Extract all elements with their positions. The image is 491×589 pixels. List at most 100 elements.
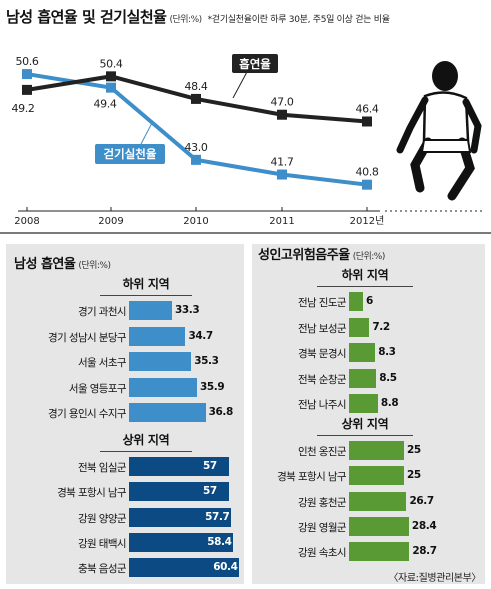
bar xyxy=(129,352,192,371)
bar-category-label: 경기 과천시 xyxy=(77,306,127,318)
bar-category-label: 강원 양양군 xyxy=(77,512,127,525)
bar-value-label: 57.7 xyxy=(205,510,230,523)
smoking-label-leader xyxy=(232,69,249,99)
bar-value-label: 6 xyxy=(366,295,373,307)
line-chart: 2008 2009 2010 2011 2012년 50.6 49.4 43.0 41.7 40.… xyxy=(12,54,485,227)
bar xyxy=(349,368,377,388)
group-header: 하위 지역 xyxy=(122,277,170,291)
smoking-point xyxy=(277,109,287,120)
alcohol-panel-title-text: 성인고위험음주율 xyxy=(258,248,350,263)
alcohol-panel-title: 성인고위험음주율 (단위:%) xyxy=(258,244,385,263)
walking-point xyxy=(191,154,201,165)
group-header-underline xyxy=(100,451,192,452)
bar-category-label: 강원 홍천군 xyxy=(297,496,347,509)
runner-illustration xyxy=(396,61,482,201)
smoking-panel-unit: (단위:%) xyxy=(78,261,111,271)
smoking-series-name: 흡연율 xyxy=(239,57,271,71)
x-tick-label: 2012년 xyxy=(350,215,385,227)
bar-value-label: 8.8 xyxy=(380,397,399,409)
bar-category-label: 전남 보성군 xyxy=(297,322,347,335)
data-label: 47.0 xyxy=(271,96,294,109)
x-tick-label: 2010 xyxy=(183,216,208,227)
data-label: 46.4 xyxy=(356,102,379,115)
bar xyxy=(349,441,404,460)
data-label: 49.2 xyxy=(12,102,35,115)
title-text: 남성 흡연율 및 걷기실천율 xyxy=(6,8,167,26)
bar xyxy=(349,542,410,562)
bar-value-label: 25 xyxy=(407,469,421,482)
bar xyxy=(129,301,172,320)
bar xyxy=(129,482,229,502)
data-label: 43.0 xyxy=(185,141,208,154)
bar xyxy=(129,377,197,397)
group-header-underline xyxy=(317,286,413,287)
group-header: 하위 지역 xyxy=(341,268,389,282)
bar-category-label: 경기 성남시 분당구 xyxy=(48,331,127,344)
bar xyxy=(349,317,370,337)
bar xyxy=(349,343,376,362)
bar-category-label: 인천 옹진군 xyxy=(297,446,347,458)
group-header: 상위 지역 xyxy=(122,433,170,447)
bar-category-label: 강원 태백시 xyxy=(77,537,127,550)
walking-point xyxy=(362,179,372,190)
bar-category-label: 서울 서초구 xyxy=(77,357,127,369)
group-header-underline xyxy=(317,435,413,436)
walking-series-badge xyxy=(95,144,165,164)
bar-category-label: 전북 순창군 xyxy=(297,373,347,386)
data-label: 50.4 xyxy=(100,57,123,70)
bar-category-label: 경북 문경시 xyxy=(297,348,347,360)
bar xyxy=(129,326,186,346)
bar xyxy=(129,532,234,552)
walking-series-name: 걷기실천율 xyxy=(104,147,157,161)
bar xyxy=(129,558,240,578)
bar xyxy=(349,466,404,486)
x-tick-label: 2009 xyxy=(98,216,123,227)
bar-value-label: 33.3 xyxy=(175,304,200,316)
walking-label-leader xyxy=(139,120,154,147)
bar xyxy=(129,507,232,527)
page-title: 남성 흡연율 및 걷기실천율 (단위:%) *걷기실천율이란 하루 30분, 주5일… xyxy=(6,6,390,27)
bar-value-label: 25 xyxy=(407,444,421,456)
walking-point xyxy=(277,169,287,180)
bar-category-label: 강원 영월군 xyxy=(297,521,347,534)
smoking-point xyxy=(22,84,32,95)
data-label: 49.4 xyxy=(94,98,117,111)
title-unit: (단위:%) xyxy=(169,15,202,25)
bar-value-label: 26.7 xyxy=(409,494,434,507)
bar-category-label: 서울 영등포구 xyxy=(68,382,127,395)
alcohol-panel-unit: (단위:%) xyxy=(352,252,386,262)
title-note: *걷기실천율이란 하루 30분, 주5일 이상 걷는 비율 xyxy=(207,15,390,25)
data-label: 40.8 xyxy=(356,166,379,179)
bar-category-label: 전남 나주시 xyxy=(297,399,347,411)
bar-value-label: 57 xyxy=(203,485,217,498)
data-label: 48.4 xyxy=(185,80,208,93)
smoking-panel-title-text: 남성 흡연율 xyxy=(14,257,76,272)
bar-value-label: 58.4 xyxy=(207,535,232,548)
bar xyxy=(349,491,407,511)
bar-value-label: 35.3 xyxy=(194,355,219,367)
walking-point xyxy=(22,69,32,80)
data-label: 41.7 xyxy=(271,156,294,169)
bar-value-label: 8.3 xyxy=(378,346,396,358)
bar-value-label: 28.7 xyxy=(412,545,437,558)
bar-category-label: 경기 용인시 수지구 xyxy=(48,408,127,420)
smoking-point xyxy=(362,116,372,127)
bar-value-label: 36.8 xyxy=(208,406,234,418)
bar-category-label: 강원 속초시 xyxy=(297,547,347,560)
x-tick-label: 2011 xyxy=(269,216,294,227)
x-tick-label: 2008 xyxy=(14,216,39,227)
bar-value-label: 28.4 xyxy=(411,519,437,532)
section-divider xyxy=(0,232,491,234)
bar-value-label: 57 xyxy=(203,460,217,472)
walking-point xyxy=(106,82,116,93)
bar-value-label: 34.7 xyxy=(188,329,213,342)
smoking-point xyxy=(191,93,201,104)
smoking-series-badge xyxy=(232,54,278,73)
bar-category-label: 경북 포항시 남구 xyxy=(277,471,347,484)
group-header-underline xyxy=(100,295,192,296)
bar xyxy=(349,394,378,413)
bar-value-label: 60.4 xyxy=(213,561,238,574)
bar xyxy=(129,403,206,422)
bar xyxy=(349,292,363,311)
bar-category-label: 전북 임실군 xyxy=(77,462,127,474)
